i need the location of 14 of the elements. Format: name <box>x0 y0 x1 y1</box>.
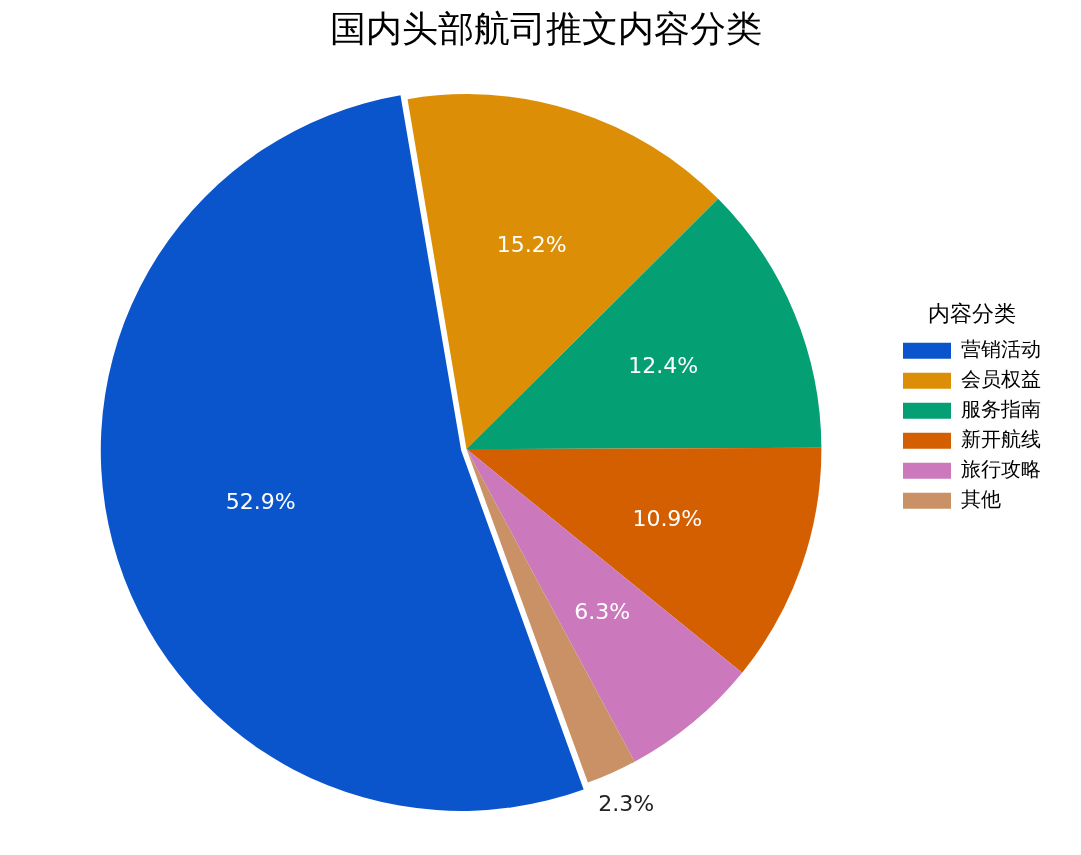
chart-title: 国内头部航司推文内容分类 <box>329 7 762 49</box>
data-label: 10.9% <box>632 505 703 531</box>
data-label: 12.4% <box>628 353 699 379</box>
data-label: 6.3% <box>574 598 631 624</box>
legend-label: 新开航线 <box>961 426 1041 451</box>
data-label: 15.2% <box>496 232 567 258</box>
legend-label: 服务指南 <box>961 396 1041 421</box>
legend-label: 会员权益 <box>961 366 1041 391</box>
legend-title: 内容分类 <box>928 301 1016 327</box>
data-label: 52.9% <box>225 489 296 515</box>
legend-label: 营销活动 <box>961 336 1041 361</box>
legend-label: 其他 <box>961 486 1001 511</box>
legend-label: 旅行攻略 <box>961 456 1041 481</box>
data-label: 2.3% <box>598 791 655 817</box>
